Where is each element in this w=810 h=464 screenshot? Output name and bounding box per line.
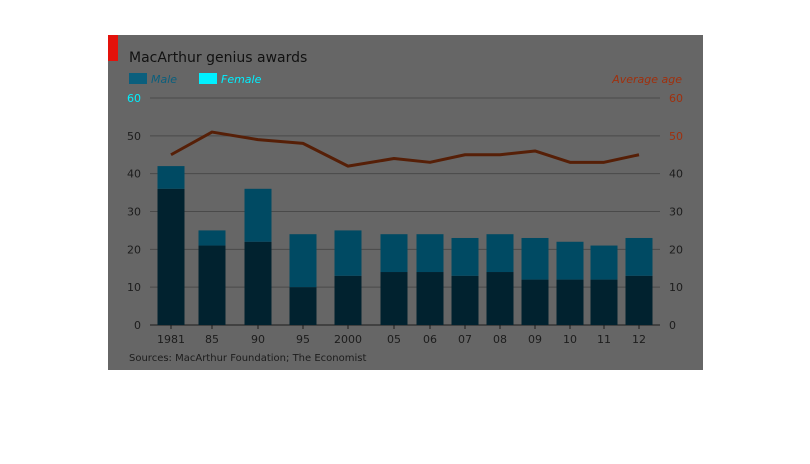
bar-female: [157, 166, 185, 189]
bar-male: [289, 287, 317, 325]
y-tick-label-right: 10: [669, 281, 683, 294]
y-tick-label-left: 20: [127, 243, 141, 256]
y-tick-label-left: 30: [127, 206, 141, 219]
y-axis-right: 0 10 20 30 40 50 60: [669, 92, 683, 332]
bar-female: [380, 234, 408, 273]
legend-label-male: Male: [151, 73, 177, 86]
x-tick-label: 06: [423, 333, 437, 346]
bar-male: [486, 272, 514, 325]
y-tick-label-right: 0: [669, 319, 676, 332]
bar-male: [380, 272, 408, 325]
bar-female: [198, 230, 226, 246]
y-tick-label-left: 60: [127, 92, 141, 105]
x-tick-label: 07: [458, 333, 472, 346]
x-tick-label: 09: [528, 333, 542, 346]
bar-female: [289, 234, 317, 288]
x-tick-label: 10: [563, 333, 577, 346]
average-age-line: [170, 130, 640, 168]
y-tick-label-right: 50: [669, 130, 683, 143]
y-tick-label-right: 40: [669, 168, 683, 181]
x-tick-label: 08: [493, 333, 507, 346]
x-tick-label: 11: [597, 333, 611, 346]
bar-female: [521, 237, 549, 280]
x-tick-label: 85: [205, 333, 219, 346]
y-tick-label-right: 60: [669, 92, 683, 105]
y-tick-label-right: 30: [669, 206, 683, 219]
bar-male: [244, 241, 272, 325]
legend-label-female: Female: [221, 73, 262, 86]
bar-female: [590, 245, 618, 280]
y-axis-left: 0 10 20 30 40 50 60: [127, 92, 141, 332]
bar-male: [556, 279, 584, 325]
bar-male: [416, 272, 444, 325]
y-tick-label-left: 0: [134, 319, 141, 332]
x-tick-label: 90: [251, 333, 265, 346]
bar-female: [625, 237, 653, 276]
right-axis-title: Average age: [611, 73, 682, 86]
x-tick-label: 95: [296, 333, 310, 346]
bar-female: [486, 234, 514, 273]
x-tick-label: 2000: [334, 333, 362, 346]
bar-female: [334, 230, 362, 276]
legend-swatch-male: [129, 73, 147, 84]
average-age-series-line: [170, 130, 640, 168]
bar-male: [451, 275, 479, 325]
y-tick-label-right: 20: [669, 243, 683, 256]
bars: [157, 166, 653, 325]
y-tick-label-left: 40: [127, 168, 141, 181]
brand-accent: [108, 35, 118, 61]
bar-male: [625, 275, 653, 325]
bar-male: [590, 279, 618, 325]
bar-female: [556, 241, 584, 280]
legend-swatch-female: [199, 73, 217, 84]
bar-male: [198, 245, 226, 325]
x-axis: 1981 85 90 95 2000 05 06 07 08 09 10 11 12: [157, 325, 646, 346]
y-tick-label-left: 10: [127, 281, 141, 294]
chart-title: MacArthur genius awards: [129, 50, 307, 66]
legend: Male Female Average age: [129, 73, 682, 86]
x-tick-label: 05: [387, 333, 401, 346]
bar-male: [334, 275, 362, 325]
x-tick-label: 12: [632, 333, 646, 346]
bar-male: [521, 279, 549, 325]
x-tick-label: 1981: [157, 333, 185, 346]
y-tick-label-left: 50: [127, 130, 141, 143]
source-note: Sources: MacArthur Foundation; The Econo…: [129, 353, 366, 364]
bar-male: [157, 188, 185, 325]
bar-female: [451, 237, 479, 276]
bar-female: [416, 234, 444, 273]
bar-female: [244, 188, 272, 242]
